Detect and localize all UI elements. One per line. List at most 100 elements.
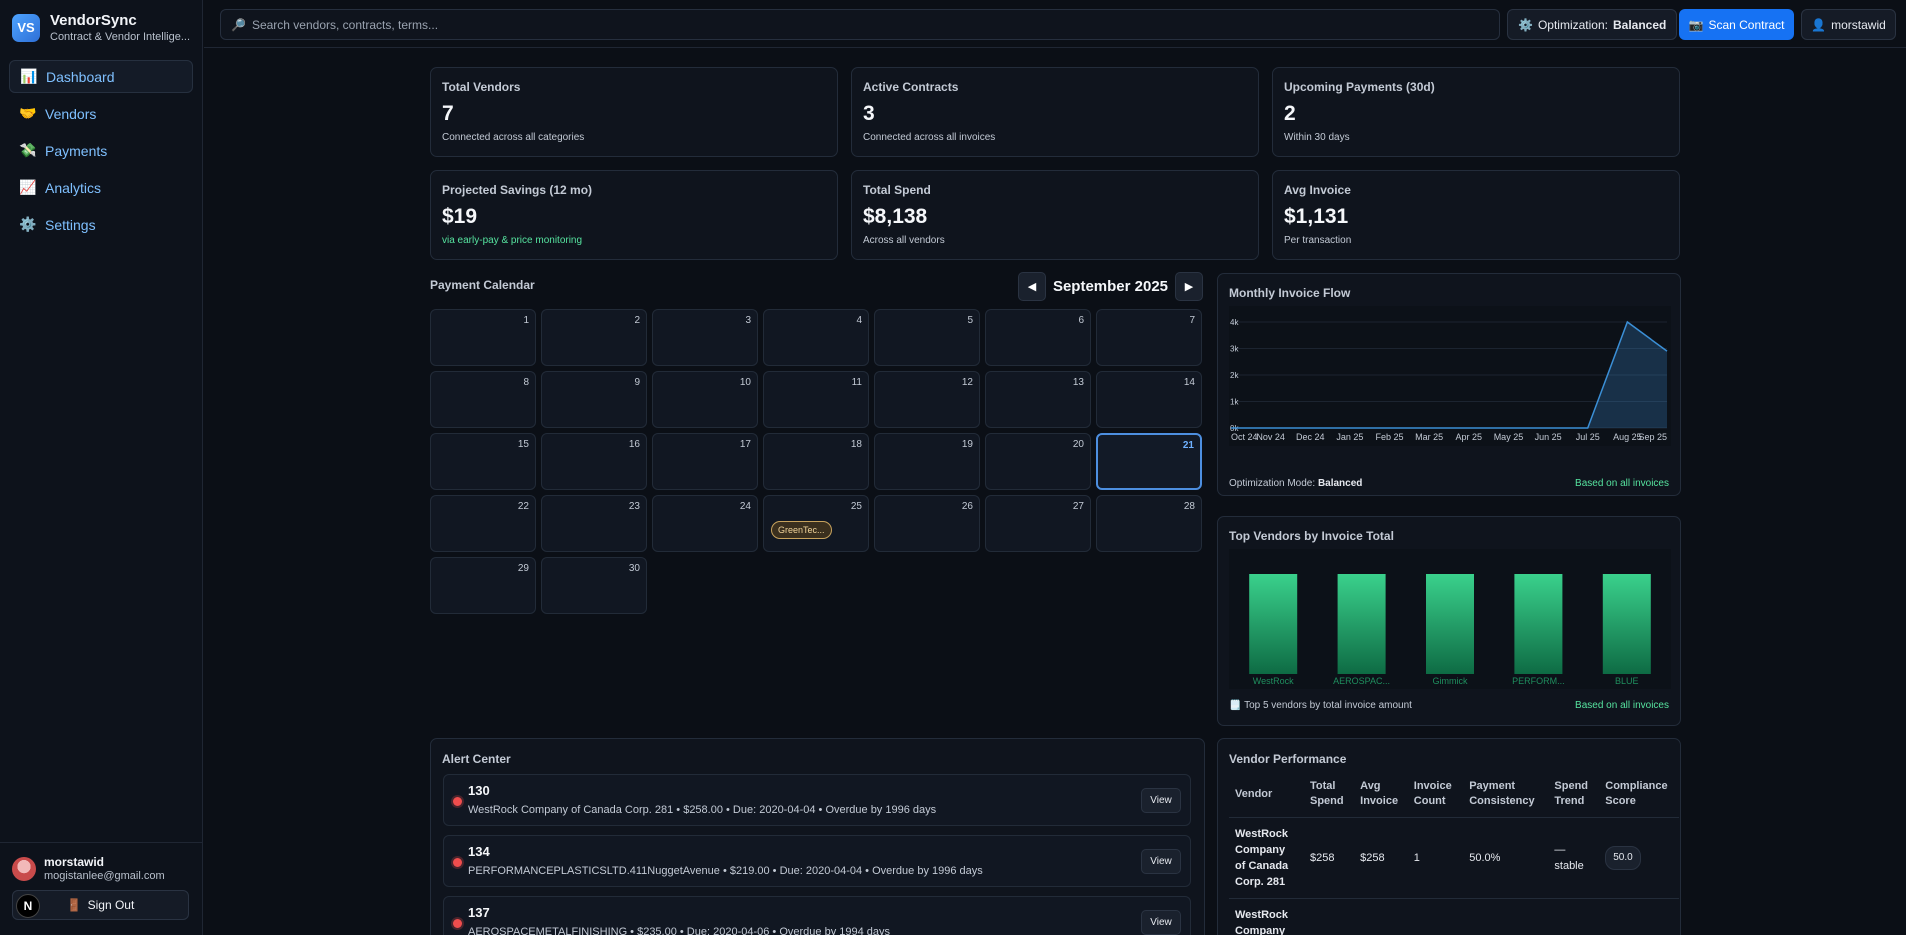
day-number: 27	[1072, 501, 1084, 512]
app-name: VendorSync	[50, 12, 137, 29]
sidebar-item-payments[interactable]: 💸 Payments	[9, 134, 193, 167]
search-box[interactable]: 🔎	[220, 9, 1500, 40]
column-header[interactable]: Spend Trend	[1554, 780, 1589, 807]
x-tick-label: BLUE	[1615, 676, 1639, 686]
day-number: 20	[1072, 439, 1084, 450]
sidebar-item-analytics[interactable]: 📈 Analytics	[9, 171, 193, 204]
x-tick-label: Nov 24	[1256, 432, 1285, 442]
calendar-day[interactable]: 25 GreenTec...	[763, 495, 869, 552]
calendar-day[interactable]: 1	[430, 309, 536, 366]
column-header[interactable]: Vendor	[1235, 787, 1273, 800]
calendar-day[interactable]: 16	[541, 433, 647, 490]
calendar-day[interactable]: 29	[430, 557, 536, 614]
calendar-day[interactable]: 26	[874, 495, 980, 552]
column-header[interactable]: Compliance Score	[1605, 780, 1668, 807]
calendar-day[interactable]: 9	[541, 371, 647, 428]
optimization-mode-note: Optimization Mode: Balanced	[1229, 478, 1362, 489]
stat-value: $8,138	[863, 205, 928, 228]
calendar-day[interactable]: 22	[430, 495, 536, 552]
calendar-day[interactable]: 24	[652, 495, 758, 552]
app-logo: VS	[12, 13, 40, 42]
optimization-button[interactable]: ⚙️ Optimization: Balanced	[1507, 9, 1678, 40]
x-tick-label: Dec 24	[1296, 432, 1325, 442]
gear-icon: ⚙️	[1518, 17, 1533, 32]
column-header[interactable]: Avg Invoice	[1360, 780, 1399, 807]
calendar-day[interactable]: 28	[1096, 495, 1202, 552]
calendar-day[interactable]: 2	[541, 309, 647, 366]
day-number: 16	[628, 439, 640, 450]
calendar-day[interactable]: 5	[874, 309, 980, 366]
calendar-day[interactable]: 19	[874, 433, 980, 490]
invoice-count-cell: 1	[1407, 817, 1464, 899]
series-line	[1231, 320, 1668, 429]
table-row[interactable]: WestRock Company of Canada Corp. 281 $25…	[1229, 817, 1679, 899]
alert-view-button[interactable]: View	[1141, 910, 1181, 935]
calendar-day[interactable]: 23	[541, 495, 647, 552]
user-info: morstawid mogistanlee@gmail.com	[12, 855, 191, 882]
column-header[interactable]: Invoice Count	[1413, 780, 1452, 807]
calendar-day[interactable]: 3	[652, 309, 758, 366]
calendar-next-button[interactable]: ▶	[1175, 272, 1203, 301]
alert-id: 137	[468, 905, 490, 920]
stat-card-upcoming-payments: Upcoming Payments (30d) 2 Within 30 days	[1272, 67, 1680, 157]
calendar-prev-button[interactable]: ◀	[1018, 272, 1046, 301]
user-name: morstawid	[44, 855, 105, 869]
calendar-day[interactable]: 30	[541, 557, 647, 614]
sidebar-item-vendors[interactable]: 🤝 Vendors	[9, 97, 193, 130]
sign-out-label: Sign Out	[87, 898, 135, 912]
calendar-day[interactable]: 7	[1096, 309, 1202, 366]
calendar-day[interactable]: 14	[1096, 371, 1202, 428]
calendar-day[interactable]: 15	[430, 433, 536, 490]
chart-footer: Optimization Mode: Balanced Based on all…	[1229, 478, 1669, 489]
stat-sub: Connected across all categories	[442, 132, 585, 143]
alert-center-panel: Alert Center 130 WestRock Company of Can…	[430, 738, 1205, 935]
sidebar-nav: 📊 Dashboard 🤝 Vendors 💸 Payments 📈 Analy…	[9, 60, 193, 245]
payment-event-chip[interactable]: GreenTec...	[771, 521, 832, 539]
search-input[interactable]	[251, 17, 1452, 32]
sidebar-item-dashboard[interactable]: 📊 Dashboard	[9, 60, 193, 93]
alert-id: 134	[468, 844, 490, 859]
calendar-day[interactable]: 10	[652, 371, 758, 428]
column-header[interactable]: Payment Consistency	[1469, 780, 1535, 807]
sidebar-item-label: Payments	[45, 142, 108, 159]
chart-basis-note: Based on all invoices	[1575, 478, 1669, 489]
sidebar-item-settings[interactable]: ⚙️ Settings	[9, 208, 193, 241]
sidebar-item-label: Dashboard	[46, 68, 115, 85]
calendar-month-label: September 2025	[1052, 278, 1169, 295]
brand[interactable]: VS VendorSync Contract & Vendor Intellig…	[12, 12, 195, 43]
calendar-day[interactable]: 18	[763, 433, 869, 490]
alert-center-title: Alert Center	[442, 752, 511, 766]
alert-status-dot	[453, 858, 462, 867]
calendar-day[interactable]: 17	[652, 433, 758, 490]
column-header[interactable]: Total Spend	[1310, 780, 1344, 807]
x-tick-label: Oct 24	[1231, 432, 1258, 442]
calendar-day[interactable]: 8	[430, 371, 536, 428]
alert-view-button[interactable]: View	[1141, 849, 1181, 874]
calendar-day[interactable]: 21	[1096, 433, 1202, 490]
dashboard-icon: 📊	[20, 68, 38, 84]
calendar-day[interactable]: 13	[985, 371, 1091, 428]
day-number: 23	[628, 501, 640, 512]
footer-label: Optimization Mode:	[1229, 478, 1316, 489]
table-row[interactable]: WestRock Company	[1229, 898, 1679, 935]
calendar-day[interactable]: 11	[763, 371, 869, 428]
user-menu-button[interactable]: 👤 morstawid	[1801, 9, 1896, 40]
optimization-label: Optimization:	[1537, 17, 1608, 32]
calendar-day[interactable]: 6	[985, 309, 1091, 366]
alert-view-button[interactable]: View	[1141, 788, 1181, 813]
compliance-score-cell: 50.0	[1599, 817, 1679, 899]
calendar-grid: 1 2 3 4 5 6 7 8 9 10 11 12 13 14 15 16 17 18 19 20 21 22 23 24 2…	[430, 309, 1202, 614]
calendar-day[interactable]: 20	[985, 433, 1091, 490]
stat-card-avg-invoice: Avg Invoice $1,131 Per transaction	[1272, 170, 1680, 260]
calendar-day[interactable]: 4	[763, 309, 869, 366]
sign-out-button[interactable]: N 🚪 Sign Out	[12, 890, 189, 920]
payment-calendar-title: Payment Calendar	[430, 278, 535, 292]
day-number: 28	[1183, 501, 1195, 512]
door-icon: 🚪	[66, 898, 82, 912]
calendar-day[interactable]: 12	[874, 371, 980, 428]
day-number: 6	[1078, 315, 1084, 326]
next-dev-badge[interactable]: N	[16, 894, 40, 918]
x-tick-label: AEROSPAC...	[1333, 676, 1390, 686]
scan-contract-button[interactable]: 📷 Scan Contract	[1679, 9, 1794, 40]
calendar-day[interactable]: 27	[985, 495, 1091, 552]
